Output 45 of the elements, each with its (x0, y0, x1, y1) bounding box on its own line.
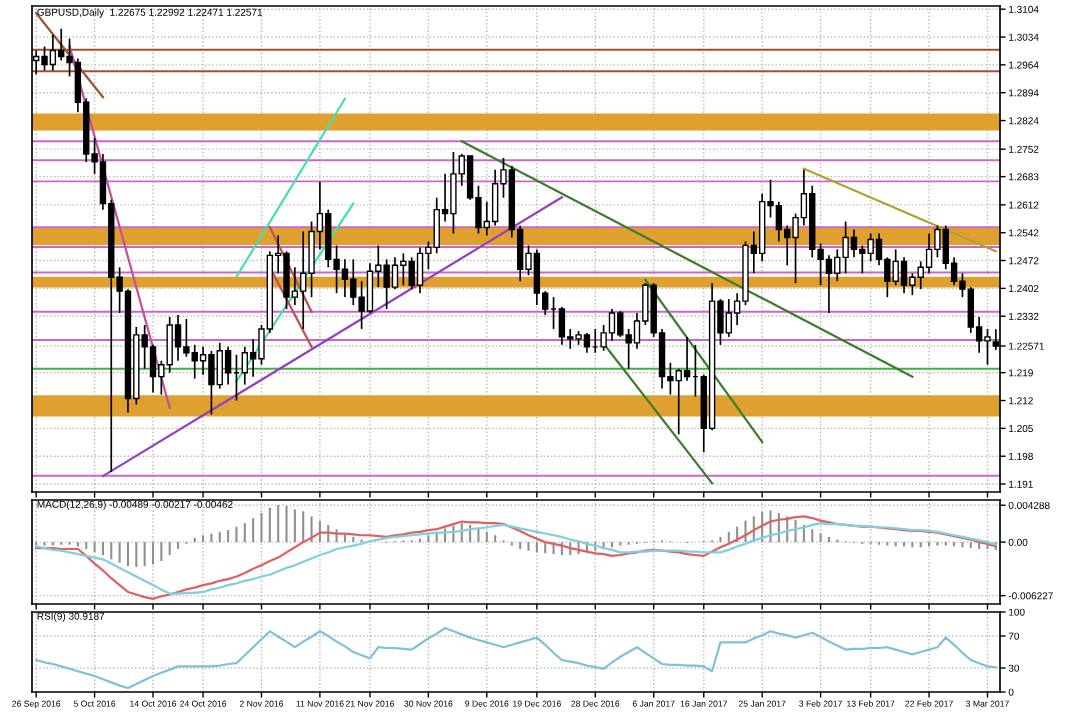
candlestick (49, 33, 57, 72)
candlestick (341, 258, 349, 298)
candlestick (300, 230, 307, 330)
candlestick (984, 328, 991, 366)
candlestick (191, 344, 198, 380)
candlestick (533, 248, 541, 306)
candlestick (925, 232, 933, 275)
candlestick (308, 220, 315, 298)
candlestick (408, 256, 415, 291)
candlestick (58, 27, 65, 62)
candlestick (683, 336, 691, 382)
candlestick (416, 246, 424, 294)
candlestick (241, 346, 248, 386)
candlestick (383, 258, 390, 310)
candlestick (867, 232, 874, 263)
candlestick (558, 306, 566, 346)
candlestick (391, 256, 399, 291)
candlestick (892, 248, 899, 287)
candlestick (283, 250, 290, 310)
candlestick (166, 316, 173, 374)
candlestick (366, 262, 374, 314)
candlestick (725, 298, 732, 338)
candlestick (967, 286, 974, 334)
candlestick (491, 169, 499, 227)
candlestick (842, 220, 849, 275)
candlestick (350, 258, 357, 306)
candlestick (183, 318, 190, 358)
candlestick (208, 349, 215, 416)
candlestick (859, 244, 866, 275)
candlestick (224, 346, 232, 386)
candlestick (850, 228, 858, 259)
candlestick (41, 45, 48, 72)
candlestick (675, 367, 682, 436)
candlestick (775, 200, 783, 243)
candlestick (825, 254, 833, 314)
candlestick (325, 208, 332, 269)
candlestick (174, 314, 182, 362)
candlestick (617, 310, 624, 338)
candlestick (216, 342, 223, 390)
candlestick (608, 308, 616, 342)
candlestick (583, 332, 591, 354)
candlestick (900, 256, 908, 294)
candlestick (400, 252, 407, 287)
candlestick (450, 151, 457, 235)
candlestick (433, 196, 440, 255)
